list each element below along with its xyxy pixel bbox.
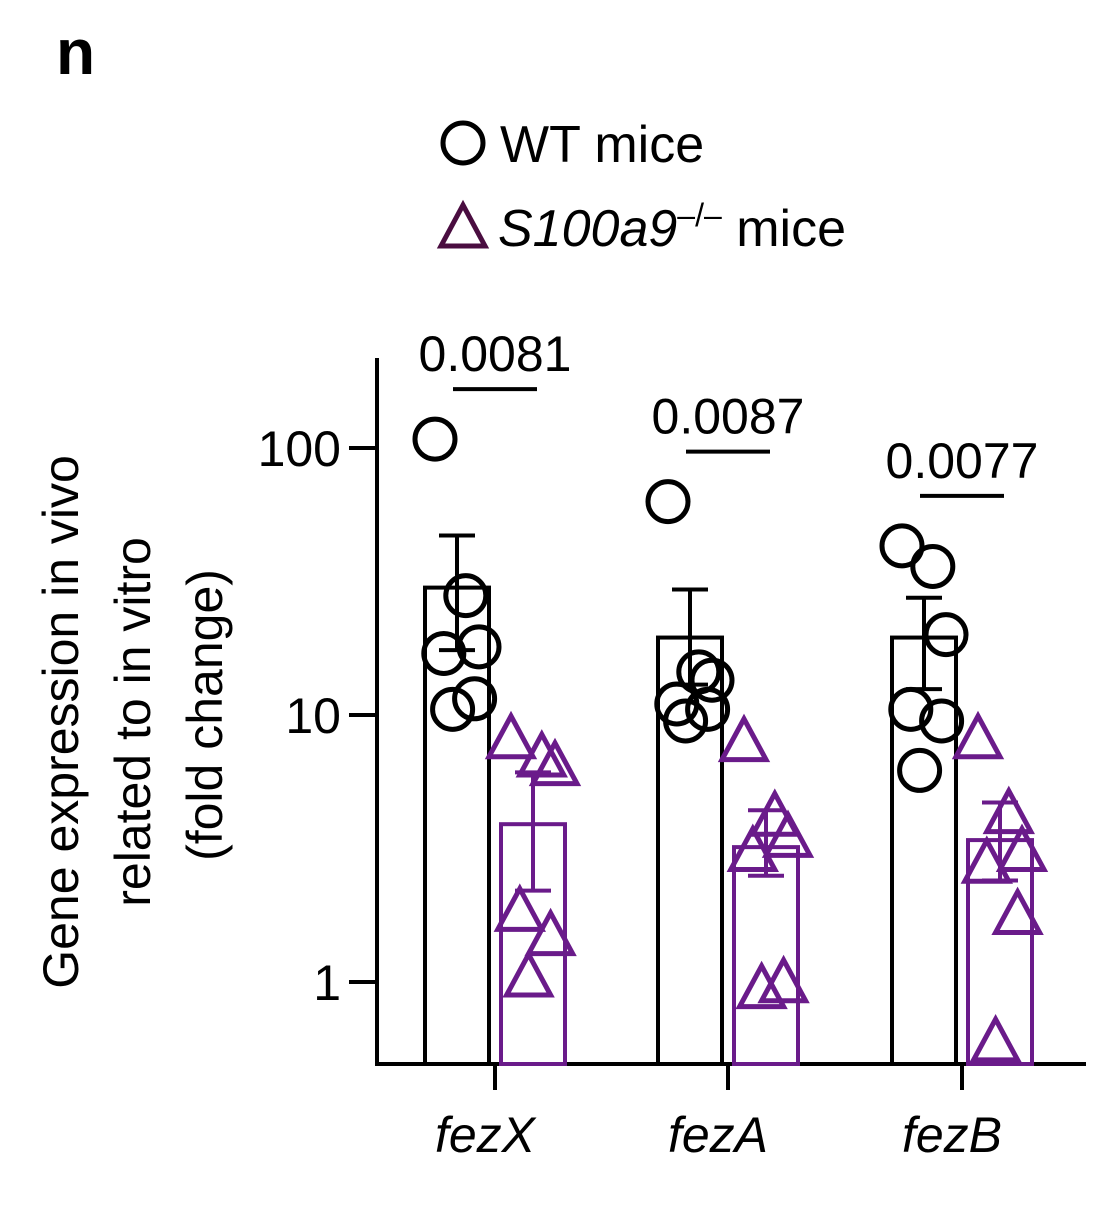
ko-fezB-point (969, 1013, 1022, 1063)
x-tick-label-fezX: fezX (435, 1107, 537, 1163)
legend-marker-ko (436, 199, 490, 249)
y-axis-label: Gene expression in vivo related to in vi… (33, 441, 233, 989)
plot-area: 1 10 100 0.0081 0.0087 0.0077 fezX fezA fezB (258, 326, 1086, 1163)
ko-fezA-point (726, 823, 779, 873)
ko-fezA-point (717, 713, 771, 763)
ko-fezX-point (502, 949, 555, 998)
wt-fezX-point (443, 573, 489, 619)
legend-label-wt: WT mice (500, 116, 704, 174)
legend-label-ko-suffix: mice (722, 200, 846, 258)
wt-fezX-point (412, 416, 458, 462)
y-axis-label-line-3: (fold change) (177, 569, 233, 861)
wt-fezX-point (430, 686, 476, 732)
wt-fezX-point (456, 624, 502, 670)
legend-label-ko-superscript: –/– (677, 197, 722, 233)
x-tick-label-fezB: fezB (902, 1107, 1002, 1163)
ko-fezA-bar (732, 845, 800, 1066)
wt-fezA-point (689, 657, 735, 703)
wt-fezB-point (888, 686, 934, 732)
y-axis-label-line-2: related to in vitro (105, 537, 161, 907)
legend-label-ko-gene: S100a9 (498, 200, 677, 258)
panel-label: n (56, 16, 95, 88)
ko-fezB-point (995, 823, 1049, 873)
ko-fezX-point (493, 883, 546, 932)
y-axis-label-line-1: Gene expression in vivo (33, 455, 89, 989)
y-tick-label-10: 10 (285, 688, 341, 744)
y-tick-label-1: 1 (313, 955, 341, 1011)
legend-label-ko: S100a9–/– mice (498, 197, 846, 258)
wt-fezB-point (879, 523, 925, 569)
ko-fezB-point (982, 785, 1035, 835)
ko-fezX-point (524, 907, 577, 957)
p-value-label-fezX: 0.0081 (419, 326, 572, 382)
wt-fezA-point (645, 479, 691, 525)
wt-fezA-point (663, 698, 709, 744)
wt-fezX-bar (423, 585, 491, 1067)
wt-fezB-point (923, 612, 969, 658)
ko-fezX-point (515, 729, 568, 778)
ko-fezB-point (991, 886, 1044, 936)
legend-marker-wt (440, 120, 486, 166)
ko-fezX-point (484, 710, 538, 760)
x-tick-label-fezA: fezA (668, 1107, 768, 1163)
ko-fezX-point (528, 737, 582, 787)
wt-fezB-point (919, 698, 965, 744)
wt-fezB-point (897, 747, 943, 793)
ko-fezA-point (757, 954, 810, 1004)
ko-fezB-point (951, 710, 1005, 760)
ko-fezA-point (761, 809, 815, 858)
y-tick-label-100: 100 (258, 421, 341, 477)
p-value-label-fezB: 0.0077 (886, 433, 1039, 489)
ko-fezA-point (735, 960, 788, 1010)
wt-fezX-point (452, 676, 498, 722)
legend: WT mice S100a9–/– mice (436, 116, 846, 258)
wt-fezA-point (685, 686, 731, 732)
p-value-label-fezA: 0.0087 (652, 389, 805, 445)
wt-fezX-point (421, 630, 467, 676)
wt-fezB-point (910, 543, 956, 589)
ko-fezB-point (960, 835, 1013, 884)
